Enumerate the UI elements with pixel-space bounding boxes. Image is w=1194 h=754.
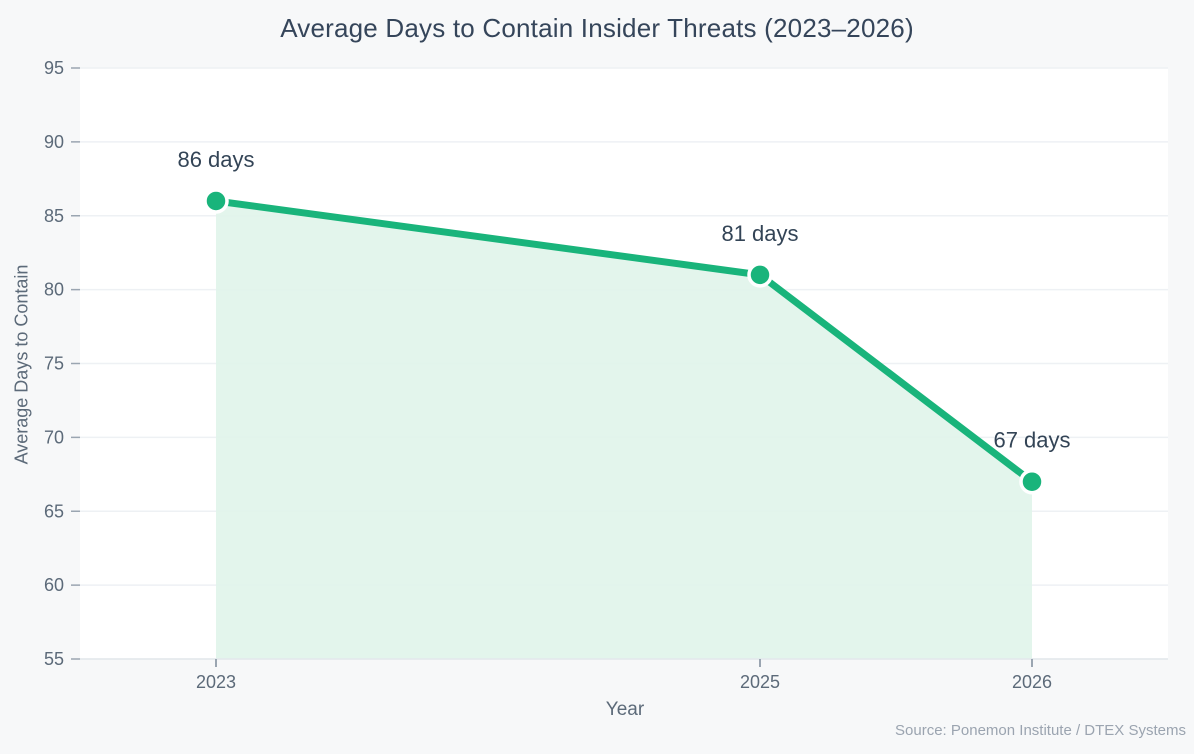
data-point-label: 81 days [721,221,798,246]
y-tick-label: 80 [44,280,64,300]
y-tick-label: 65 [44,501,64,521]
y-tick-label: 70 [44,427,64,447]
y-tick-label: 75 [44,354,64,374]
chart-title: Average Days to Contain Insider Threats … [280,13,914,43]
source-note: Source: Ponemon Institute / DTEX Systems [895,722,1186,739]
y-tick-label: 90 [44,132,64,152]
data-point [1019,468,1045,495]
y-tick-label: 95 [44,58,64,78]
y-tick-label: 85 [44,206,64,226]
data-point-label: 67 days [993,428,1070,453]
x-tick-label: 2025 [740,672,780,692]
x-tick-label: 2023 [196,672,236,692]
x-tick-label: 2026 [1012,672,1052,692]
y-axis-title: Average Days to Contain [11,264,32,465]
y-tick-label: 55 [44,649,64,669]
x-axis-title: Year [605,699,645,720]
y-tick-label: 60 [44,575,64,595]
data-point [747,262,773,288]
area-fill [216,200,1032,659]
data-point [203,188,229,214]
data-point-label: 86 days [177,147,254,172]
